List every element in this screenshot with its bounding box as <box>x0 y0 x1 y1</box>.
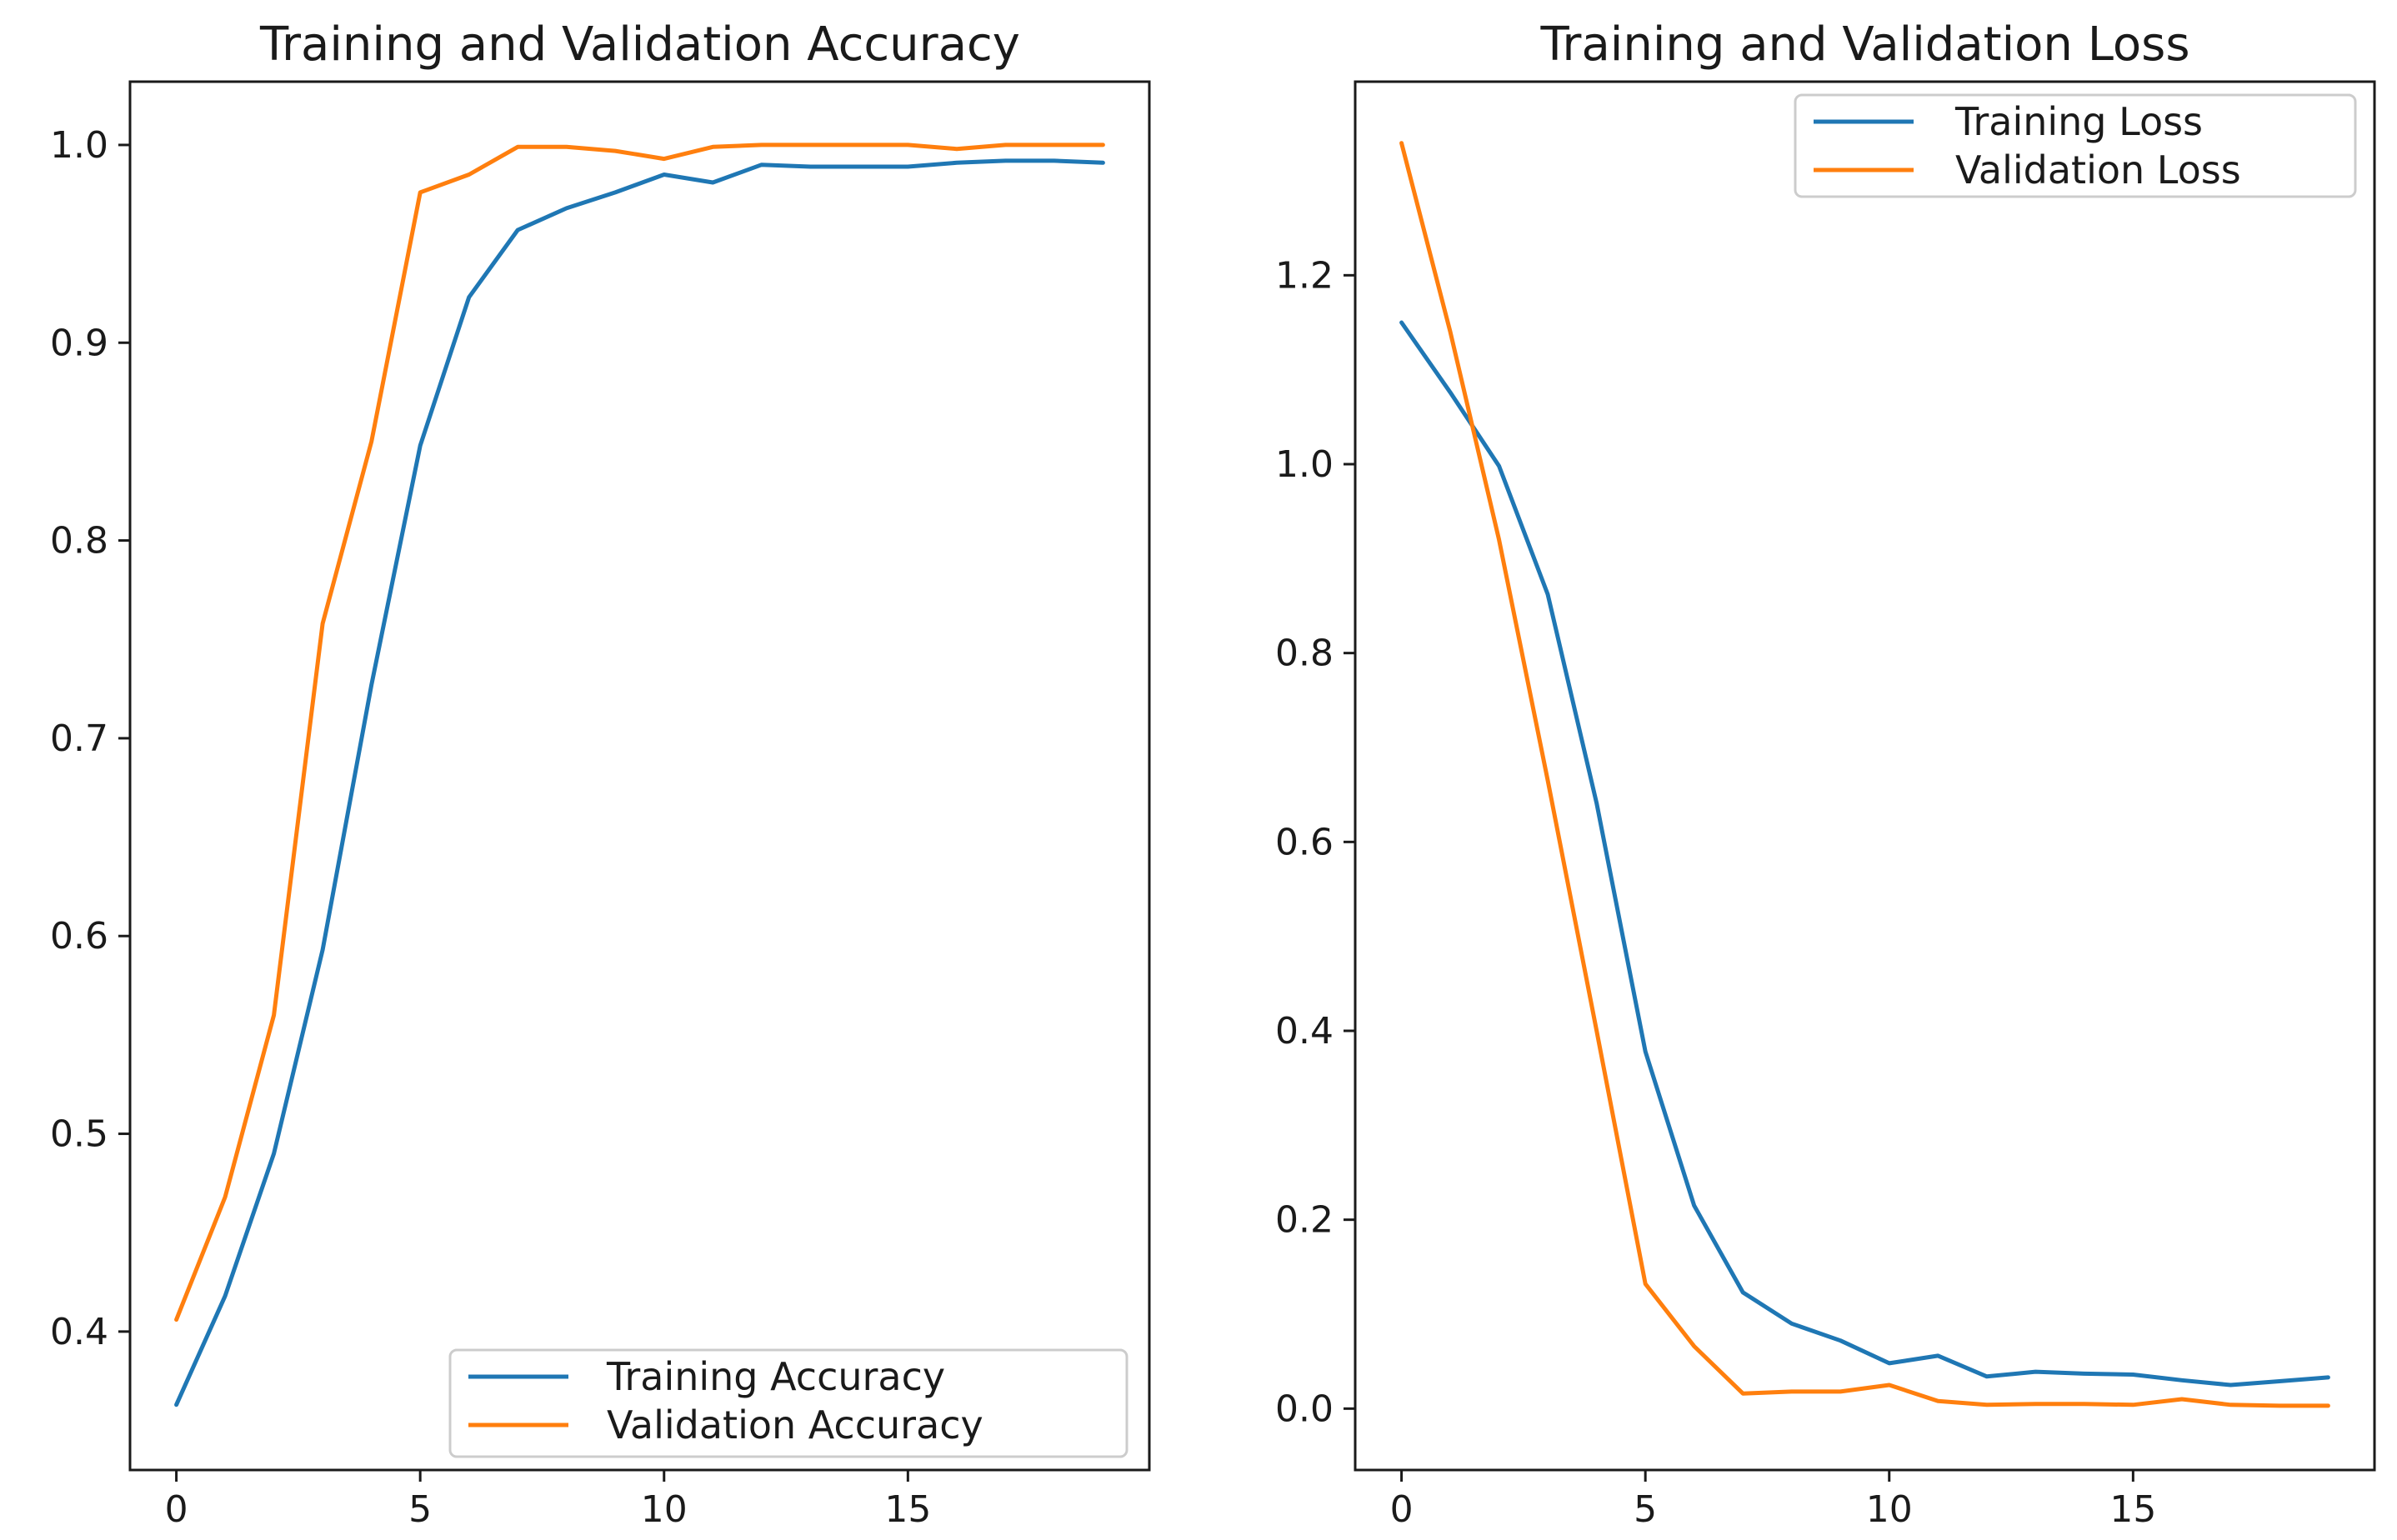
accuracy-y-tick-label: 0.4 <box>50 1311 108 1353</box>
loss-y-tick-label: 1.0 <box>1275 443 1334 486</box>
loss-subplot: Training and Validation Loss 0.00.20.40.… <box>1275 18 2376 1531</box>
loss-x-tick-label: 0 <box>1390 1488 1414 1531</box>
accuracy-axes-frame <box>128 80 1151 1472</box>
loss-legend: Training Loss Validation Loss <box>1794 93 2357 198</box>
loss-x-tick-label: 5 <box>1634 1488 1657 1531</box>
accuracy-legend: Training Accuracy Validation Accuracy <box>448 1348 1128 1458</box>
accuracy-y-tick-label: 0.7 <box>50 718 108 760</box>
accuracy-x-tick-label: 0 <box>165 1488 188 1531</box>
accuracy-subplot: Training and Validation Accuracy 0.40.50… <box>50 18 1151 1531</box>
loss-axes-frame <box>1354 80 2376 1472</box>
accuracy-y-tick-label: 0.8 <box>50 520 108 562</box>
loss-legend-label-training: Training Loss <box>1954 99 2203 144</box>
loss-y-tick-label: 0.8 <box>1275 632 1334 675</box>
loss-y-tick-label: 0.2 <box>1275 1199 1334 1242</box>
loss-x-tick-label: 15 <box>2109 1488 2156 1531</box>
loss-y-axis: 0.0 0.2 0.4 0.6 0.8 1.0 1.2 <box>1275 254 1355 1430</box>
loss-y-tick-label: 0.4 <box>1275 1010 1334 1052</box>
accuracy-lines <box>174 142 1105 1408</box>
accuracy-legend-label-validation: Validation Accuracy <box>607 1402 983 1448</box>
loss-lines <box>1399 141 2330 1408</box>
accuracy-y-tick-label: 1.0 <box>50 124 108 167</box>
accuracy-x-axis: 0 5 10 15 <box>165 1470 931 1531</box>
loss-chart-title: Training and Validation Loss <box>1539 18 2189 72</box>
accuracy-y-axis: 0.4 0.5 0.6 0.7 0.8 0.9 1.0 <box>50 124 130 1353</box>
accuracy-legend-box <box>448 1348 1128 1458</box>
accuracy-y-tick-label: 0.6 <box>50 915 108 958</box>
loss-y-tick-label: 0.0 <box>1275 1388 1334 1430</box>
accuracy-x-tick-label: 15 <box>884 1488 931 1531</box>
accuracy-x-tick-label: 10 <box>641 1488 688 1531</box>
loss-series-validation-loss-line <box>1399 141 2330 1408</box>
loss-y-tick-label: 0.6 <box>1275 821 1334 863</box>
accuracy-series-validation-accuracy-line <box>174 142 1105 1322</box>
loss-y-tick-label: 1.2 <box>1275 254 1334 297</box>
loss-x-tick-label: 10 <box>1866 1488 1913 1531</box>
loss-series-training-loss-line <box>1399 320 2330 1388</box>
accuracy-y-tick-label: 0.5 <box>50 1113 108 1156</box>
accuracy-chart-title: Training and Validation Accuracy <box>259 18 1020 72</box>
accuracy-x-tick-label: 5 <box>408 1488 432 1531</box>
loss-legend-box <box>1794 93 2357 198</box>
accuracy-y-tick-label: 0.9 <box>50 322 108 364</box>
loss-legend-label-validation: Validation Loss <box>1955 148 2241 192</box>
accuracy-series-training-accuracy-line <box>174 158 1105 1408</box>
accuracy-legend-label-training: Training Accuracy <box>606 1354 945 1399</box>
loss-x-axis: 0 5 10 15 <box>1390 1470 2156 1531</box>
